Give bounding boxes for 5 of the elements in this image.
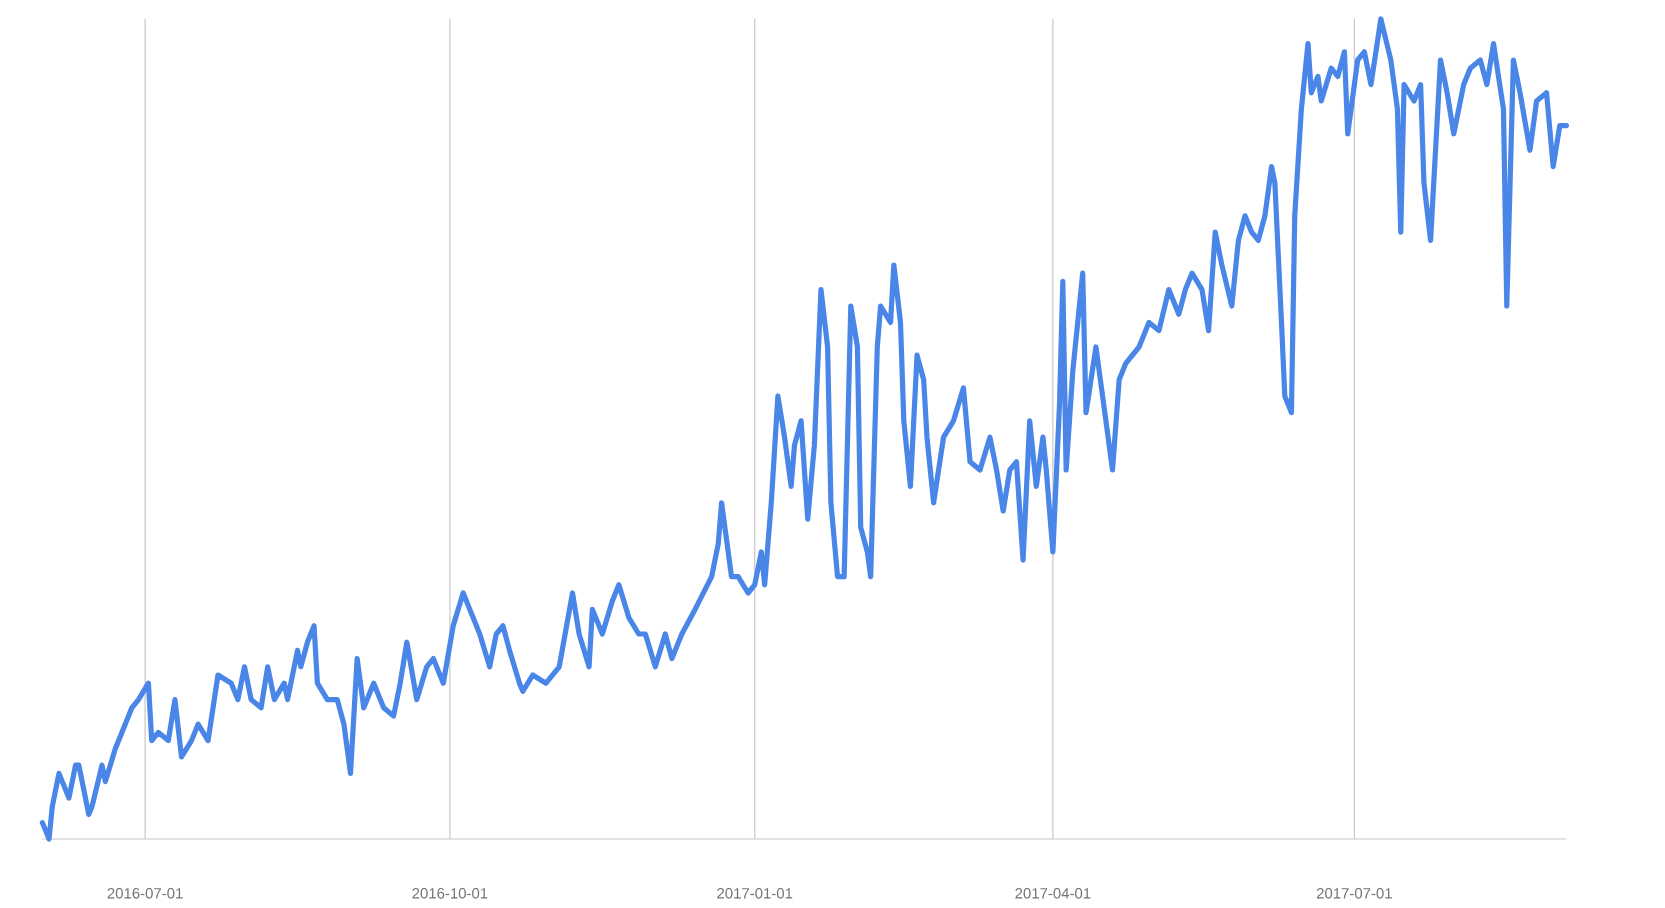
x-tick-label: 2016-07-01 [107, 888, 183, 899]
x-tick-label: 2017-04-01 [1015, 888, 1091, 899]
x-tick-label: 2017-01-01 [717, 888, 793, 899]
x-tick-label: 2017-07-01 [1316, 888, 1392, 899]
x-tick-label: 2016-10-01 [412, 888, 488, 899]
